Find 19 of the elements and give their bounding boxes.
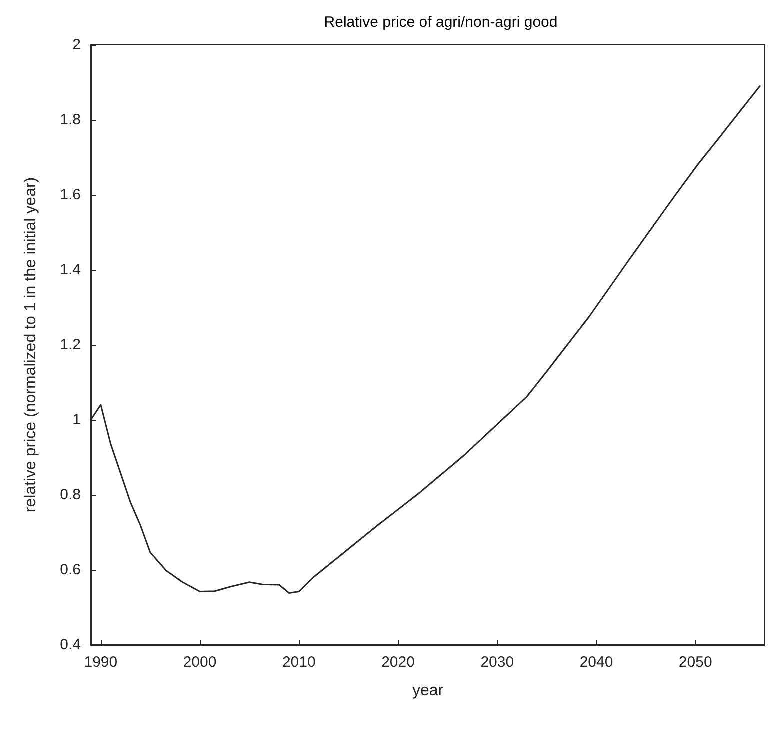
x-tick-label: 2020 (382, 654, 415, 671)
x-axis-title: year (412, 682, 444, 700)
y-tick-label: 1.6 (60, 186, 81, 204)
x-tick-label: 2050 (678, 654, 712, 671)
x-tick-label: 2030 (480, 654, 514, 671)
x-tick-label: 2040 (580, 654, 614, 671)
y-tick-label: 2 (72, 36, 81, 54)
chart-title: Relative price of agri/non-agri good (324, 14, 558, 31)
y-tick-label: 1.4 (60, 262, 81, 278)
y-tick-label: 0.4 (60, 636, 81, 654)
y-axis-title: relative price (normalized to 1 in the initial year) (22, 177, 40, 513)
x-tick-label: 1990 (84, 654, 118, 671)
y-tick-label: 1.8 (60, 112, 81, 128)
y-tick-label: 0.6 (60, 562, 81, 578)
y-tick-label: 1 (72, 412, 81, 428)
y-tick-label: 0.8 (60, 486, 81, 504)
x-tick-label: 2000 (183, 654, 217, 671)
x-tick-label: 2010 (282, 654, 316, 671)
y-tick-label: 1.2 (60, 336, 81, 354)
